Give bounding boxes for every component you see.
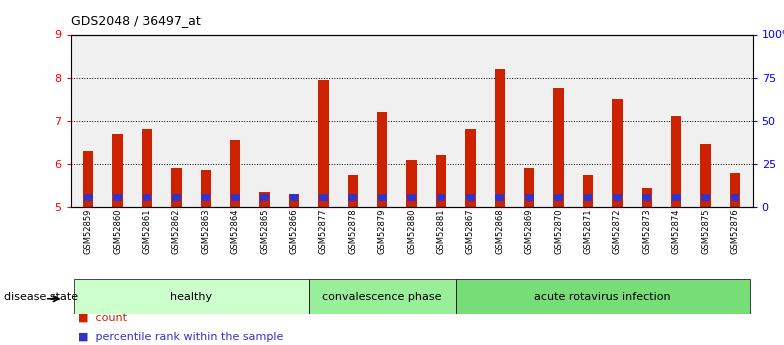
Text: GSM52862: GSM52862 [172,208,181,254]
Bar [171,168,182,207]
Text: GSM52879: GSM52879 [378,208,387,254]
Text: healthy: healthy [170,292,212,302]
Bar [524,194,534,201]
Text: GSM52866: GSM52866 [289,208,299,254]
Bar [230,140,241,207]
Bar [113,194,122,201]
Bar [671,117,681,207]
Text: GSM52864: GSM52864 [230,208,240,254]
Text: GSM52876: GSM52876 [731,208,739,254]
Bar [642,194,652,201]
Bar [583,194,593,201]
Bar [701,194,710,201]
Bar [554,88,564,207]
Bar [172,194,181,201]
Bar [641,188,652,207]
Bar [201,170,211,207]
Bar [730,172,740,207]
Bar [407,194,416,201]
Text: GDS2048 / 36497_at: GDS2048 / 36497_at [71,14,200,27]
Bar [84,194,93,201]
Bar [613,194,622,201]
Text: GSM52865: GSM52865 [260,208,269,254]
Bar [260,192,270,207]
Text: GSM52877: GSM52877 [319,208,328,254]
Bar [347,175,358,207]
Text: GSM52873: GSM52873 [642,208,652,254]
Text: ■  count: ■ count [78,313,127,323]
Bar [437,194,445,201]
Text: GSM52871: GSM52871 [583,208,593,254]
Bar [83,151,93,207]
Bar [260,194,269,201]
Bar [495,69,505,207]
Bar [74,279,309,314]
Text: ■  percentile rank within the sample: ■ percentile rank within the sample [78,332,284,342]
Text: GSM52875: GSM52875 [701,208,710,254]
Text: GSM52867: GSM52867 [466,208,475,254]
Text: GSM52861: GSM52861 [143,208,151,254]
Bar [143,194,151,201]
Text: GSM52878: GSM52878 [348,208,358,254]
Text: GSM52868: GSM52868 [495,208,504,254]
Text: GSM52880: GSM52880 [407,208,416,254]
Bar [289,194,299,207]
Bar [289,194,299,201]
Text: GSM52870: GSM52870 [554,208,563,254]
Text: convalescence phase: convalescence phase [322,292,442,302]
Bar [142,129,152,207]
Bar [700,145,711,207]
Bar [731,194,739,201]
Text: GSM52859: GSM52859 [84,208,93,254]
Bar [201,194,210,201]
Bar [318,80,328,207]
Bar [377,112,387,207]
Text: disease state: disease state [4,292,78,302]
Bar [436,155,446,207]
Bar [583,175,593,207]
Text: GSM52869: GSM52869 [524,208,534,254]
Bar [554,194,563,201]
Bar [348,194,358,201]
Text: GSM52872: GSM52872 [613,208,622,254]
Bar [319,194,328,201]
Bar [406,159,417,207]
Text: GSM52860: GSM52860 [113,208,122,254]
Bar [230,194,240,201]
Bar [466,194,475,201]
Bar [524,168,535,207]
Bar [456,279,750,314]
Bar [465,129,476,207]
Bar [672,194,681,201]
Bar [495,194,504,201]
Text: GSM52863: GSM52863 [201,208,210,254]
Text: GSM52874: GSM52874 [672,208,681,254]
Bar [378,194,387,201]
Bar [112,134,123,207]
Text: acute rotavirus infection: acute rotavirus infection [535,292,671,302]
Text: GSM52881: GSM52881 [437,208,445,254]
Bar [309,279,456,314]
Bar [612,99,622,207]
